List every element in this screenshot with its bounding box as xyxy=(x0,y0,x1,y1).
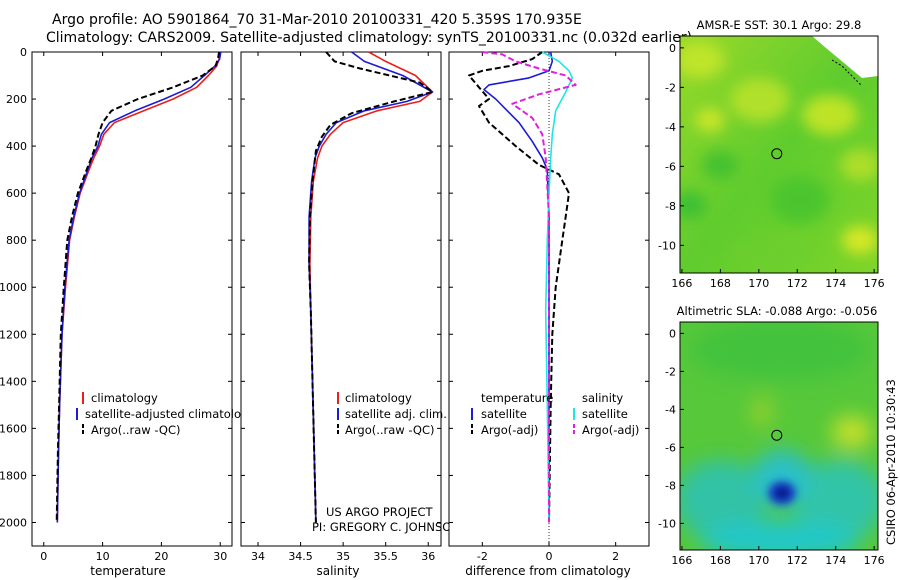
sst-map-xtick-label: 172 xyxy=(787,277,808,290)
sst-map-ytick-label: -4 xyxy=(665,121,676,134)
sst-map-xtick-label: 176 xyxy=(864,277,885,290)
legend-diff-salinity-heading: salinity xyxy=(582,391,623,405)
sla-argo-position-marker xyxy=(771,429,783,441)
sst-map-xtick-label: 170 xyxy=(748,277,769,290)
depth-tick-label: 800 xyxy=(6,234,27,247)
sla-map-ytick-label: -6 xyxy=(665,441,676,454)
difference-series-temperature-argo-adj- xyxy=(468,51,570,523)
depth-tick-label: 1200 xyxy=(0,328,27,341)
salinity-xtick-label: 35.5 xyxy=(373,550,398,563)
sst-argo-position-marker xyxy=(771,148,783,160)
depth-tick-label: 200 xyxy=(6,93,27,106)
sst-map-ytick-label: -6 xyxy=(665,160,676,173)
depth-tick-label: 1800 xyxy=(0,469,27,482)
depth-tick-label: 2000 xyxy=(0,516,27,529)
sla-map-ytick-label: -4 xyxy=(665,403,676,416)
depth-tick-label: 1600 xyxy=(0,422,27,435)
sla-map-xtick-label: 176 xyxy=(864,554,885,567)
depth-tick-label: 0 xyxy=(20,46,27,59)
salinity-xtick-label: 34.5 xyxy=(288,550,313,563)
temperature-xtick-label: 0 xyxy=(40,550,47,563)
csiro-timestamp: CSIRO 06-Apr-2010 10:30:43 xyxy=(884,379,898,545)
legend-salinity-climatology: climatology xyxy=(345,391,412,405)
sla-map-xtick-label: 174 xyxy=(825,554,846,567)
sst-map-title: AMSR-E SST: 30.1 Argo: 29.8 xyxy=(697,18,862,32)
legend-temperature-climatology: climatology xyxy=(91,391,158,405)
legend-temperature-satellite: satellite-adjusted climatology xyxy=(85,407,255,421)
sla-map-ytick-label: 0 xyxy=(669,327,676,340)
legend-salinity-argo: Argo(..raw -QC) xyxy=(345,423,435,437)
project-annotation: US ARGO PROJECT xyxy=(326,505,434,519)
sst-map-xtick-label: 166 xyxy=(671,277,692,290)
temperature-series-satellite-adjusted-climatology xyxy=(56,51,222,523)
sla-map-xtick-label: 170 xyxy=(748,554,769,567)
sst-map-ytick-label: -2 xyxy=(665,81,676,94)
sla-map-panel: Altimetric SLA: -0.088 Argo: -0.056 166 1… xyxy=(658,304,885,567)
difference-panel: -2 0 2 difference from climatology tempera… xyxy=(448,51,650,578)
depth-tick-label: 400 xyxy=(6,140,27,153)
depth-tick-label: 1000 xyxy=(0,281,27,294)
figure-title-line2: Climatology: CARS2009. Satellite-adjuste… xyxy=(46,30,693,46)
sla-map-ytick-label: -2 xyxy=(665,365,676,378)
sst-heatmap-field xyxy=(680,36,878,273)
sla-map-xtick-label: 166 xyxy=(671,554,692,567)
sst-map-panel: AMSR-E SST: 30.1 Argo: 29.8 166 168 170 172… xyxy=(658,18,885,290)
pi-annotation: PI: GREGORY C. JOHNSON xyxy=(312,520,460,534)
salinity-legend: climatology satellite adj. clim. Argo(..… xyxy=(337,391,447,437)
legend-salinity-satellite: satellite adj. clim. xyxy=(345,407,447,421)
sst-map-ytick-label: -10 xyxy=(658,239,676,252)
sst-map-ytick-label: 0 xyxy=(669,42,676,55)
figure-title-line1: Argo profile: AO 5901864_70 31-Mar-2010 … xyxy=(52,12,582,28)
sla-map-xtick-label: 168 xyxy=(710,554,731,567)
salinity-panel: 34 34.5 35 35.5 36 salinity climatology sate… xyxy=(240,51,460,578)
legend-temperature-argo: Argo(..raw -QC) xyxy=(91,423,181,437)
temperature-xtick-label: 10 xyxy=(96,550,110,563)
depth-tick-label: 600 xyxy=(6,187,27,200)
legend-diff-temperature-argo: Argo(-adj) xyxy=(481,423,538,437)
sla-heatmap-field xyxy=(680,322,878,550)
sst-map-xtick-label: 168 xyxy=(710,277,731,290)
salinity-xtick-label: 35 xyxy=(336,550,350,563)
temperature-panel: 0 10 20 30 0 200 400 600 800 1000 1200 1400 1600 1800… xyxy=(0,46,255,578)
difference-series-salinity-satellite xyxy=(541,51,574,523)
sst-map-xtick-label: 174 xyxy=(825,277,846,290)
difference-xtick-label: -2 xyxy=(477,550,488,563)
sla-map-ytick-label: -8 xyxy=(665,479,676,492)
legend-diff-temperature-heading: temperature xyxy=(481,391,553,405)
temperature-series-argo-raw-qc- xyxy=(55,51,221,523)
difference-xtick-label: 0 xyxy=(546,550,553,563)
temperature-xtick-label: 30 xyxy=(213,550,227,563)
legend-diff-salinity-argo: Argo(-adj) xyxy=(582,423,639,437)
salinity-xlabel: salinity xyxy=(316,564,359,578)
sla-map-xtick-label: 172 xyxy=(787,554,808,567)
difference-xtick-label: 2 xyxy=(612,550,619,563)
difference-xlabel: difference from climatology xyxy=(465,564,631,578)
legend-diff-salinity-satellite: satellite xyxy=(582,407,628,421)
salinity-xtick-label: 34 xyxy=(251,550,265,563)
depth-tick-label: 1400 xyxy=(0,375,27,388)
temperature-legend: climatology satellite-adjusted climatolo… xyxy=(76,391,255,437)
difference-series-salinity-argo-adj- xyxy=(482,51,577,523)
temperature-xtick-label: 20 xyxy=(154,550,168,563)
sla-map-title: Altimetric SLA: -0.088 Argo: -0.056 xyxy=(677,304,878,318)
difference-series-temperature-satellite xyxy=(483,51,554,523)
difference-legend: temperature satellite Argo(-adj) salinit… xyxy=(471,391,639,437)
legend-diff-temperature-satellite: satellite xyxy=(481,407,527,421)
salinity-xtick-label: 36 xyxy=(421,550,435,563)
sst-map-ytick-label: -8 xyxy=(665,200,676,213)
temperature-xlabel: temperature xyxy=(90,564,165,578)
salinity-series-argo-raw-qc- xyxy=(308,51,434,523)
sla-map-ytick-label: -10 xyxy=(658,517,676,530)
